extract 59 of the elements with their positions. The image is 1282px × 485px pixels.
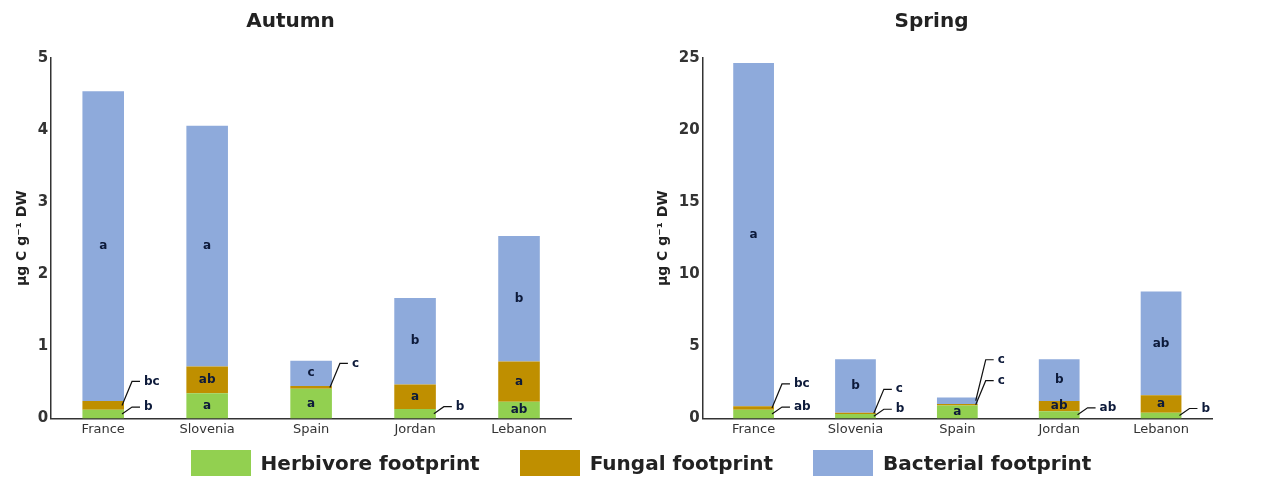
- y-tick-label: 1: [37, 336, 49, 355]
- y-tick-label: 0: [689, 408, 700, 427]
- data-label: a: [749, 226, 758, 241]
- data-label: b: [1054, 372, 1064, 387]
- data-label: b: [851, 378, 861, 393]
- data-label: ab: [1099, 399, 1117, 414]
- data-label: ab: [1050, 398, 1068, 413]
- x-tick-label: Spain: [939, 420, 976, 436]
- data-label: ab: [1152, 335, 1170, 350]
- data-label: a: [953, 404, 962, 419]
- data-label: b: [455, 398, 465, 413]
- data-label: a: [203, 397, 212, 412]
- y-tick-label: 2: [37, 264, 49, 283]
- data-label: b: [895, 401, 905, 416]
- data-label: ab: [510, 402, 528, 417]
- legend-label: Fungal footprint: [589, 450, 774, 475]
- data-label: c: [351, 355, 360, 370]
- data-label: a: [514, 373, 524, 388]
- data-label: ab: [793, 399, 812, 414]
- data-label: a: [203, 238, 212, 253]
- x-tick-label: France: [731, 420, 776, 436]
- y-tick-label: 0: [37, 408, 49, 427]
- legend-label: Herbivore footprint: [260, 450, 480, 475]
- data-label: c: [895, 381, 903, 396]
- x-tick-label: Slovenia: [179, 420, 235, 436]
- chart-title: Spring: [894, 8, 969, 33]
- legend-label: Bacterial footprint: [883, 450, 1092, 475]
- y-tick-label: 5: [37, 47, 49, 66]
- data-label: c: [997, 351, 1005, 366]
- x-tick-label: Jordan: [393, 420, 436, 436]
- x-tick-label: Spain: [292, 420, 330, 436]
- data-label: bc: [144, 373, 160, 388]
- data-label: b: [144, 399, 153, 414]
- y-tick-label: 4: [37, 119, 49, 138]
- y-tick-label: 3: [37, 192, 49, 211]
- y-tick-label: 10: [678, 264, 700, 283]
- data-label: b: [1201, 400, 1211, 415]
- y-tick-label: 25: [678, 47, 700, 66]
- x-tick-label: Jordan: [1037, 420, 1080, 436]
- chart-title: Autumn: [246, 8, 335, 33]
- y-axis-title: µg C g⁻¹ DW: [654, 190, 671, 287]
- data-label: a: [411, 388, 420, 403]
- y-tick-label: 5: [689, 336, 700, 355]
- data-label: a: [307, 395, 316, 410]
- data-label: a: [99, 238, 108, 253]
- data-label: a: [1157, 396, 1166, 411]
- y-tick-label: 20: [678, 119, 700, 138]
- x-tick-label: Lebanon: [1133, 420, 1189, 436]
- x-tick-label: Slovenia: [827, 420, 884, 436]
- data-label: b: [410, 333, 420, 348]
- data-label: bc: [793, 376, 810, 391]
- data-label: c: [307, 365, 315, 380]
- data-label: b: [514, 290, 524, 305]
- data-label: c: [997, 372, 1005, 387]
- x-tick-label: Lebanon: [491, 420, 547, 436]
- data-label: ab: [198, 371, 216, 386]
- x-tick-label: France: [81, 420, 125, 436]
- y-axis-title: µg C g⁻¹ DW: [13, 190, 30, 287]
- y-tick-label: 15: [678, 192, 700, 211]
